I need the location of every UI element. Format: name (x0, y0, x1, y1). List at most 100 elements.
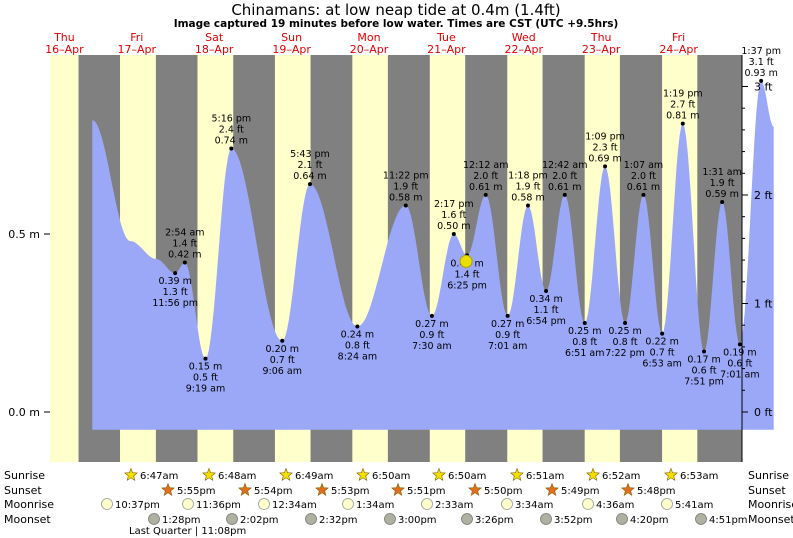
sunrise-row-label-left: Sunrise (4, 469, 45, 482)
day-of-week-label: Thu (53, 31, 75, 44)
extreme-ft-label: 0.6 ft (727, 358, 752, 369)
extreme-ft-label: 2.7 ft (670, 100, 695, 111)
extreme-point (525, 203, 530, 208)
right-tick-label: 0 ft (754, 406, 773, 419)
extreme-m-label: 0.27 m (415, 319, 448, 330)
sunset-icon (238, 482, 252, 496)
sunset-time: 5:49pm (561, 486, 600, 497)
moonset-row-label-left: Moonset (4, 513, 51, 526)
extreme-point (307, 182, 312, 187)
moonrise-time: 11:36pm (196, 500, 241, 511)
extreme-time-label: 2:54 am (165, 227, 204, 238)
extreme-time-label: 1:09 pm (585, 131, 625, 142)
extreme-time-label: 1:31 am (702, 167, 741, 178)
extreme-ft-label: 1.3 ft (163, 287, 188, 298)
sunrise-icon (586, 467, 600, 481)
moon-phase-label: Last Quarter | 11:08pm (129, 526, 246, 537)
extreme-time-label: 11:22 pm (383, 171, 429, 182)
day-of-week-label: Tue (436, 31, 456, 44)
day-of-week-label: Mon (357, 31, 380, 44)
date-label: 20–Apr (350, 43, 389, 56)
extreme-ft-label: 1.4 ft (172, 238, 197, 249)
moonset-icon (384, 513, 396, 525)
moonset-time: 2:32pm (319, 515, 358, 526)
sunset-icon (315, 482, 329, 496)
sunrise-time: 6:50am (372, 471, 410, 482)
moonset-icon (305, 513, 317, 525)
current-tide-marker (459, 254, 473, 268)
moonrise-row-label-right: Moonrise (748, 498, 793, 511)
extreme-m-label: 0.25 m (568, 326, 601, 337)
extreme-time-label: 1:18 pm (508, 171, 548, 182)
extreme-point (544, 288, 549, 293)
extreme-point (603, 164, 608, 169)
extreme-time-label: 1:37 pm (741, 46, 781, 57)
extreme-ft-label: 1.6 ft (441, 210, 466, 221)
extreme-ft-label: 0.6 ft (692, 365, 717, 376)
extreme-point (680, 121, 685, 126)
day-of-week-label: Wed (512, 31, 536, 44)
sunset-row-label-right: Sunset (748, 484, 786, 497)
sunrise-time: 6:47am (140, 471, 178, 482)
moonset-time: 4:51pm (709, 515, 748, 526)
daylight-band (50, 55, 79, 462)
extreme-time-label: 12:12 am (463, 160, 508, 171)
date-label: 17–Apr (118, 43, 157, 56)
extreme-point (355, 324, 360, 329)
extreme-ft-label: 0.5 ft (193, 373, 218, 384)
date-label: 19–Apr (272, 43, 311, 56)
moonrise-time: 1:34am (356, 500, 394, 511)
sunrise-time: 6:53am (680, 471, 718, 482)
moonset-icon (148, 513, 160, 525)
extreme-ft-label: 1.9 ft (515, 182, 540, 193)
moonrise-icon (342, 498, 354, 510)
extreme-point (582, 321, 587, 325)
extreme-m-label: 0.22 m (645, 337, 678, 348)
extreme-time-label: 7:01 am (720, 369, 759, 380)
right-tick-label: 1 ft (754, 297, 773, 310)
sunset-icon (468, 482, 482, 496)
extreme-time-label: 9:06 am (263, 366, 302, 377)
extreme-m-label: 0.50 m (437, 221, 470, 232)
axes: 0.0 m 0.5 m 0 ft 1 ft 2 ft 3 ft (8, 55, 773, 462)
extreme-time-label: 9:19 am (186, 384, 225, 395)
sunrise-icon (510, 467, 524, 481)
extreme-m-label: 0.59 m (705, 189, 738, 200)
extreme-ft-label: 1.1 ft (534, 305, 559, 316)
day-of-week-label: Sat (205, 31, 224, 44)
extreme-point (173, 271, 178, 276)
moonrise-icon (501, 498, 513, 510)
left-tick-label: 0.0 m (8, 406, 40, 419)
extreme-point (562, 192, 567, 197)
day-of-week-label: Fri (130, 31, 143, 44)
extreme-time-label: 11:56 pm (152, 298, 198, 309)
moonrise-icon (258, 498, 270, 510)
date-label: 23–Apr (582, 43, 621, 56)
extreme-ft-label: 0.7 ft (270, 355, 295, 366)
day-of-week-label: Thu (590, 31, 612, 44)
extreme-m-label: 0.81 m (666, 111, 699, 122)
extreme-time-label: 6:54 pm (526, 316, 566, 327)
sunset-time: 5:54pm (254, 486, 293, 497)
extreme-ft-label: 2.0 ft (552, 171, 577, 182)
extreme-point (280, 338, 285, 343)
moonset-icon (226, 513, 238, 525)
chart-subtitle: Image captured 19 minutes before low wat… (174, 18, 619, 30)
sunset-row-label-left: Sunset (4, 484, 42, 497)
extreme-ft-label: 3.1 ft (749, 57, 774, 68)
date-label: 18–Apr (195, 43, 234, 56)
extreme-m-label: 0.20 m (266, 344, 299, 355)
extreme-time-label: 6:51 am (565, 348, 604, 359)
date-label: 24–Apr (659, 43, 698, 56)
extreme-point (403, 203, 408, 208)
left-tick-label: 0.5 m (8, 228, 40, 241)
moonrise-row-label-left: Moonrise (4, 498, 54, 511)
extreme-time-label: 5:43 pm (290, 149, 330, 160)
moonrise-time: 10:37pm (115, 500, 160, 511)
date-label: 16–Apr (45, 43, 84, 56)
extreme-point (483, 192, 488, 197)
sunset-time: 5:53pm (331, 486, 370, 497)
